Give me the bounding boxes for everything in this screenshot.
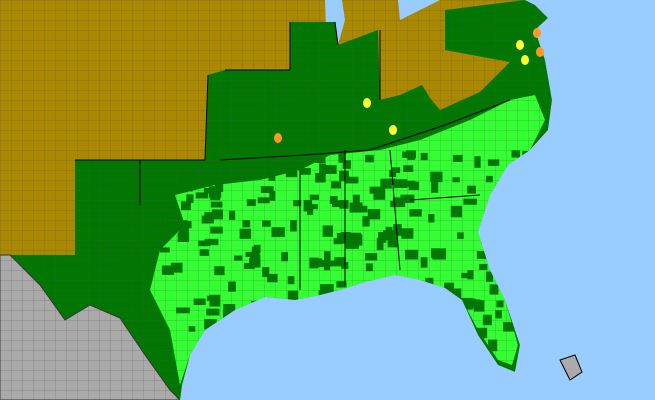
county-marker (274, 133, 282, 143)
county-marker (521, 55, 529, 65)
state-border (409, 194, 481, 201)
county-borders (0, 0, 552, 400)
county-marker (533, 28, 541, 38)
bahamas-island (559, 354, 583, 381)
county-marker (389, 125, 397, 135)
county-marker (516, 40, 524, 50)
state-border (219, 99, 511, 161)
state-border (389, 149, 401, 271)
state-border (334, 21, 339, 46)
county-marker (363, 98, 371, 108)
ocean (180, 0, 655, 400)
state-border (204, 74, 209, 161)
markers (274, 28, 544, 143)
county-marker (536, 47, 544, 57)
